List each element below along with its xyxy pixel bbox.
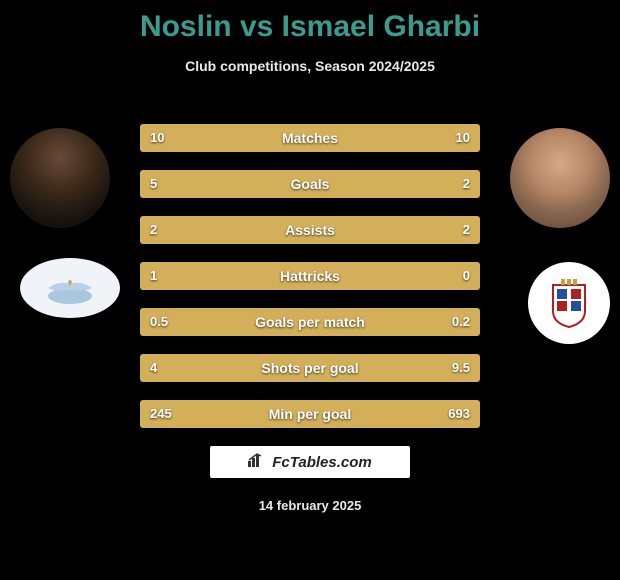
braga-crest-icon bbox=[543, 277, 595, 329]
club-right-badge bbox=[528, 262, 610, 344]
comparison-subtitle: Club competitions, Season 2024/2025 bbox=[0, 58, 620, 74]
stat-row: 52Goals bbox=[140, 170, 480, 198]
site-logo: FcTables.com bbox=[210, 446, 410, 478]
stat-label: Goals bbox=[140, 170, 480, 198]
stat-label: Assists bbox=[140, 216, 480, 244]
stat-label: Min per goal bbox=[140, 400, 480, 428]
stat-row: 0.50.2Goals per match bbox=[140, 308, 480, 336]
stat-label: Shots per goal bbox=[140, 354, 480, 382]
stat-label: Matches bbox=[140, 124, 480, 152]
stat-row: 245693Min per goal bbox=[140, 400, 480, 428]
stat-row: 1010Matches bbox=[140, 124, 480, 152]
chart-icon bbox=[248, 453, 266, 471]
player-right-avatar bbox=[510, 128, 610, 228]
stat-label: Hattricks bbox=[140, 262, 480, 290]
stat-row: 10Hattricks bbox=[140, 262, 480, 290]
club-left-badge bbox=[20, 258, 120, 318]
comparison-title: Noslin vs Ismael Gharbi bbox=[0, 0, 620, 44]
stat-row: 22Assists bbox=[140, 216, 480, 244]
comparison-date: 14 february 2025 bbox=[0, 498, 620, 513]
player-left-avatar bbox=[10, 128, 110, 228]
site-logo-text: FcTables.com bbox=[272, 454, 371, 471]
lazio-eagle-icon bbox=[40, 268, 100, 308]
stat-row: 49.5Shots per goal bbox=[140, 354, 480, 382]
comparison-bars: 1010Matches 52Goals 22Assists 10Hattricks 0.… bbox=[140, 124, 480, 446]
stat-label: Goals per match bbox=[140, 308, 480, 336]
